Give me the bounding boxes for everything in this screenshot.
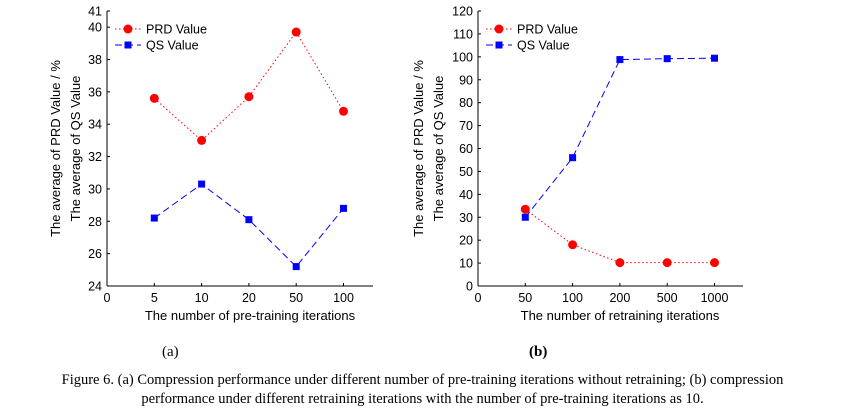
y-tick-label: 10 [459,257,473,271]
legend-marker-square [124,41,132,49]
y-tick-label: 26 [88,247,102,261]
legend-label: PRD Value [146,23,207,37]
chart-b: 0 10 20 30 40 50 60 70 80 90 100 110 120 0 50 100 200 500… [411,5,743,323]
y-tick-label: 40 [459,188,473,202]
caption-line-2: performance under different retraining i… [141,391,704,407]
data-point-square [340,204,347,212]
x-tick-label: 50 [289,291,303,305]
x-tick-label: 20 [242,291,256,305]
y-tick-label: 90 [459,73,473,87]
series-line-1 [154,183,344,268]
y-tick-label: 30 [88,182,102,196]
data-point-square [245,216,253,224]
data-point-circle [197,135,207,145]
data-point-square [616,56,624,64]
data-point-circle [615,258,625,268]
x-tick-label: 500 [657,291,678,305]
y-tick-label: 38 [88,53,102,67]
figure-caption: Figure 6. (a) Compression performance un… [0,371,845,409]
x-tick-label: 0 [104,291,111,305]
chart-a: 24 26 28 30 32 34 36 38 40 41 0 5 10 20 50 100 The avera… [48,5,373,323]
data-point-circle [291,27,301,37]
y-tick-label: 41 [88,5,102,19]
legend-marker-circle [123,24,133,34]
y-tick-label: 110 [453,27,473,41]
x-axis-label: The number of retraining iterations [521,308,720,323]
series-line-0 [524,208,715,264]
y-tick-label: 24 [88,280,102,294]
data-point-circle [149,93,159,103]
data-point-circle [339,106,348,116]
series-line-1 [524,57,715,218]
x-tick-label: 50 [518,291,532,305]
legend-marker-circle [494,24,504,34]
y-axis-label: The average of PRD Value / % [48,60,63,237]
data-point-square [292,263,300,271]
legend-label: QS Value [517,39,570,53]
y-tick-label: 30 [459,211,473,225]
y-tick-label: 40 [88,21,102,35]
legend-marker-square [495,41,503,49]
y-tick-label: 70 [459,119,473,133]
y-tick-label: 28 [88,215,102,229]
data-point-circle [568,240,578,250]
y-tick-label: 80 [459,96,473,110]
legend-label: PRD Value [517,23,578,37]
x-tick-label: 200 [609,291,630,305]
data-point-square [663,55,671,63]
y-tick-label: 0 [466,280,473,294]
y-tick-label: 36 [88,85,102,99]
data-point-square [711,54,718,62]
x-axis-label: The number of pre-training iterations [145,308,356,323]
panel-label-a: (a) [162,344,179,360]
legend-label: QS Value [146,39,199,53]
x-tick-label: 10 [195,291,209,305]
y-tick-label: 100 [452,50,473,64]
y-tick-label: 32 [88,150,102,164]
data-point-circle [244,92,254,102]
x-tick-label: 0 [475,291,482,305]
data-point-circle [662,258,672,268]
data-point-circle [710,258,719,268]
y-axis-label: The average of QS Value [431,76,446,222]
data-point-square [569,154,577,162]
y-tick-label: 120 [452,5,473,19]
caption-line-1: Figure 6. (a) Compression performance un… [61,372,784,388]
data-point-square [521,213,529,221]
data-point-square [150,214,158,222]
y-axis-label: The average of PRD Value / % [411,60,426,237]
x-tick-label: 5 [151,291,158,305]
panel-label-b: (b) [529,344,548,360]
x-tick-label: 1000 [701,291,729,305]
y-tick-label: 50 [459,165,473,179]
y-tick-label: 60 [459,142,473,156]
x-tick-label: 100 [562,291,583,305]
y-axis-label: The average of QS Value [68,76,83,222]
x-tick-label: 100 [333,291,354,305]
y-tick-label: 34 [88,118,102,132]
y-tick-label: 20 [459,234,473,248]
data-point-square [198,180,206,188]
data-point-circle [520,204,530,214]
